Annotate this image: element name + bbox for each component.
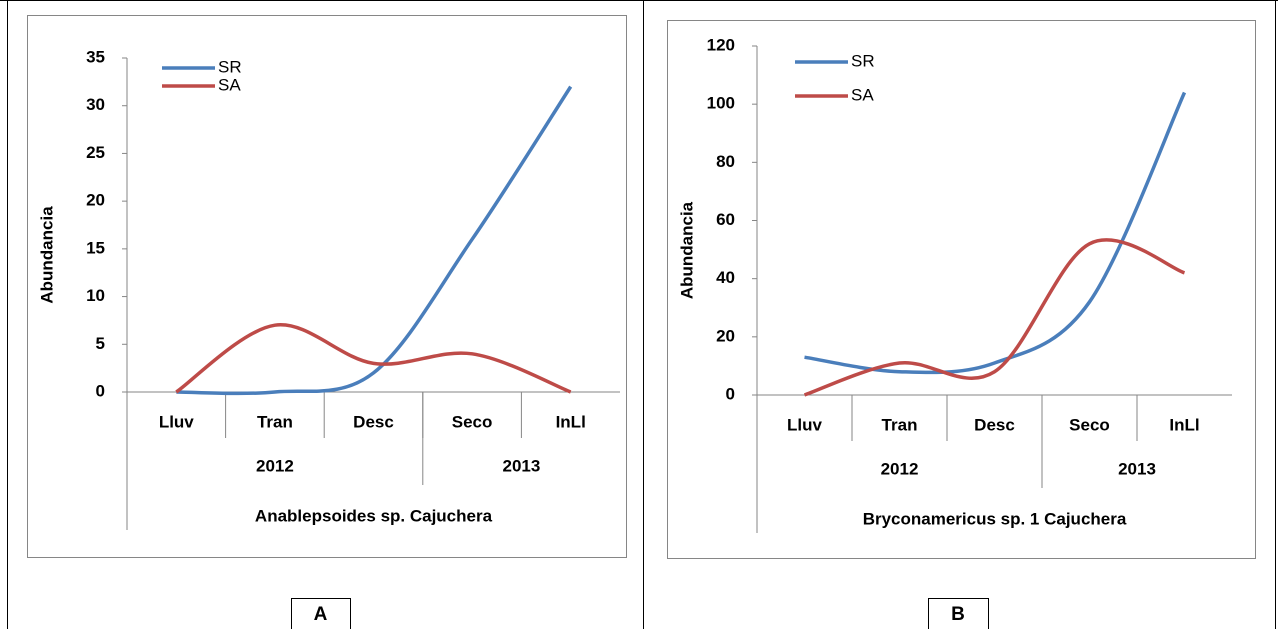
legend-label: SR: [851, 51, 875, 70]
x-axis-title: Anablepsoides sp. Cajuchera: [255, 506, 493, 525]
panel-label: B: [951, 604, 965, 625]
y-tick-label: 5: [96, 334, 105, 353]
x-tick-label: Desc: [974, 415, 1015, 434]
y-tick-label: 10: [86, 286, 105, 305]
y-tick-label: 15: [86, 238, 105, 257]
x-tick-label: InLl: [1169, 415, 1199, 434]
x-tick-label: Tran: [257, 412, 293, 431]
x-tick-label: InLl: [556, 412, 586, 431]
legend-label: SA: [851, 85, 874, 104]
y-tick-label: 20: [86, 191, 105, 210]
legend-label: SA: [218, 75, 241, 94]
legend-label: SR: [218, 57, 242, 76]
x-tick-label: Lluv: [787, 415, 822, 434]
y-tick-label: 100: [707, 94, 735, 113]
x-tick-label: Seco: [452, 412, 493, 431]
y-axis-title: Abundancia: [37, 206, 56, 304]
y-axis-title: Abundancia: [677, 201, 696, 299]
series-line: [804, 91, 1187, 375]
x-axis-title: Bryconamericus sp. 1 Cajuchera: [863, 509, 1127, 528]
y-tick-label: 30: [86, 95, 105, 114]
y-tick-label: 60: [716, 210, 735, 229]
group-label: 2012: [881, 459, 919, 478]
y-tick-label: 120: [707, 35, 735, 54]
chart-border: [27, 15, 627, 558]
y-tick-label: 20: [716, 326, 735, 345]
group-label: 2013: [502, 456, 540, 475]
series-line: [803, 238, 1186, 397]
y-tick-label: 0: [726, 384, 735, 403]
group-label: 2013: [1118, 459, 1156, 478]
series-line: [175, 323, 572, 394]
x-tick-label: Desc: [353, 412, 394, 431]
y-tick-label: 80: [716, 152, 735, 171]
chart-border: [667, 20, 1256, 559]
panel-label: A: [314, 604, 328, 625]
x-tick-label: Tran: [882, 415, 918, 434]
x-tick-label: Lluv: [159, 412, 194, 431]
y-tick-label: 25: [86, 143, 105, 162]
series-line: [176, 85, 573, 396]
y-tick-label: 35: [86, 47, 105, 66]
group-label: 2012: [256, 456, 294, 475]
x-tick-label: Seco: [1069, 415, 1110, 434]
panel-label-box: [291, 598, 351, 629]
panel-label-box: [928, 598, 989, 629]
y-tick-label: 40: [716, 268, 735, 287]
y-tick-label: 0: [96, 381, 105, 400]
